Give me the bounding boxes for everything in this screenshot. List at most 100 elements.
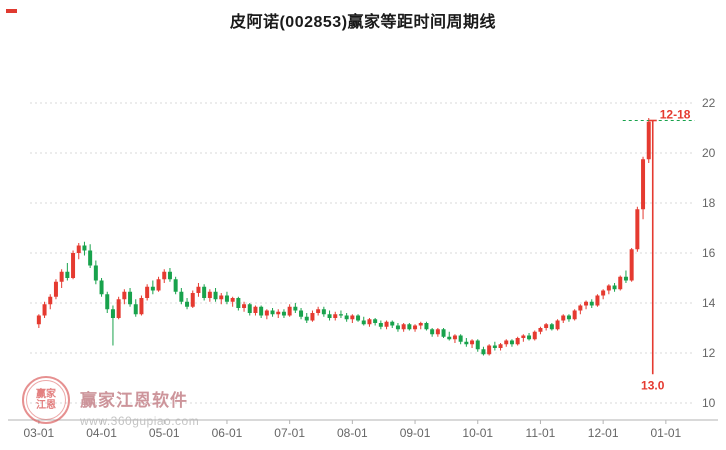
candle-body [424,323,429,330]
candle-body [373,319,378,323]
candle-body [253,306,258,313]
cycle-price-label: 13.0 [641,378,665,392]
candle-body [145,286,150,298]
candle-body [105,294,110,310]
candle-body [492,345,497,348]
candle-body [224,295,229,302]
candle-body [390,321,395,326]
candle-body [110,309,115,318]
y-tick-label: 16 [702,246,716,260]
candle-body [601,290,606,296]
x-tick-label: 10-01 [462,426,493,440]
candle-body [179,291,184,302]
candle-body [350,315,355,320]
candle-body [561,315,566,321]
candle-body [76,245,81,253]
candle-body [276,311,281,315]
candle-body [59,271,64,282]
candle-body [213,291,218,300]
candle-body [646,121,651,160]
candle-body [407,324,412,330]
candle-body [93,265,98,281]
candle-body [635,209,640,250]
candle-body [88,250,93,266]
y-tick-label: 12 [702,346,716,360]
candle-body [606,285,611,291]
candle-body [509,340,514,345]
y-tick-label: 18 [702,196,716,210]
candle-body [310,313,315,321]
candle-body [344,315,349,320]
candle-body [544,324,549,328]
candle-body [521,335,526,338]
candle-body [470,340,475,345]
candle-body [538,328,543,332]
y-tick-label: 14 [702,296,716,310]
candle-body [333,314,338,318]
candle-body [498,344,503,348]
candle-body [595,295,600,306]
candle-body [641,159,646,210]
candle-body [452,335,457,340]
candle-body [173,279,178,292]
candle-body [401,324,406,330]
gridlines [30,102,692,404]
candle-body [629,249,634,281]
x-tick-label: 08-01 [337,426,368,440]
candle-body [190,293,195,307]
candle-body [316,309,321,313]
candle-body [287,306,292,316]
candle-body [413,325,418,330]
candle-body [236,298,241,308]
candles-group [36,118,651,356]
candle-body [139,298,144,315]
candle-body [99,280,104,295]
x-tick-label: 11-01 [526,426,556,440]
candle-body [532,331,537,340]
candle-body [504,340,509,345]
y-tick-label: 22 [702,96,716,110]
candle-body [418,323,423,326]
candle-body [566,315,571,320]
candle-body [162,271,167,280]
candle-body [299,310,304,317]
candle-body [321,309,326,315]
corner-mark-icon [6,9,17,13]
candle-body [430,329,435,335]
candle-body [293,306,298,311]
candle-body [623,276,628,281]
candle-body [361,320,366,325]
candle-body [384,321,389,327]
candle-body [71,253,76,278]
candle-body [281,311,286,316]
candle-body [167,271,172,280]
page-title: 皮阿诺(002853)赢家等距时间周期线 [229,14,497,31]
y-tick-label: 20 [702,146,716,160]
candle-body [435,329,440,335]
candle-body [122,291,127,300]
candle-body [128,291,133,305]
x-tick-label: 06-01 [212,426,243,440]
candle-body [487,345,492,355]
candle-body [156,279,161,291]
candle-body [612,285,617,290]
candle-body [270,310,275,315]
candle-body [578,305,583,311]
candle-body [304,316,309,321]
candle-body [378,323,383,327]
candle-body [133,304,138,315]
candle-body [53,281,58,297]
candle-body [589,301,594,306]
candle-body [395,325,400,330]
candle-body [356,315,361,321]
candle-body [572,310,577,320]
candle-body [447,336,452,340]
x-tick-label: 04-01 [86,426,117,440]
x-tick-label: 07-01 [274,426,305,440]
candle-body [230,298,235,302]
candle-body [116,299,121,318]
y-tick-label: 10 [702,396,716,410]
candle-body [247,304,252,313]
candle-body [338,314,343,316]
